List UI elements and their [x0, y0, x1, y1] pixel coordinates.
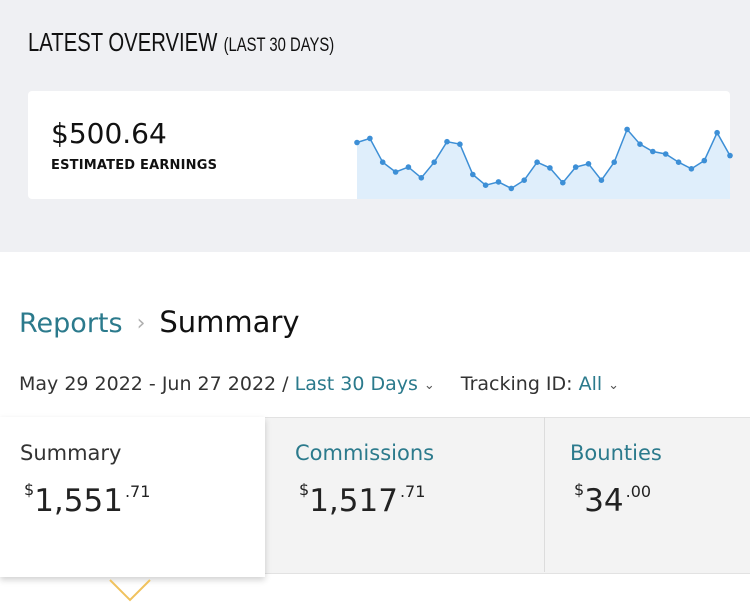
sparkline-point	[611, 159, 617, 165]
sparkline-point	[675, 159, 682, 165]
inactive-tabs-background	[265, 417, 750, 574]
earnings-sparkline	[354, 126, 733, 199]
sparkline-point	[572, 164, 579, 170]
sparkline-point	[662, 151, 669, 157]
active-tab-caret-icon	[109, 579, 151, 602]
sparkline-point	[560, 179, 566, 186]
currency-symbol: $	[574, 480, 585, 499]
sparkline-point	[637, 141, 643, 147]
tab-commissions-cents: .71	[399, 482, 426, 501]
tracking-id-value: All	[578, 373, 603, 395]
tab-summary-dollars: 1,551	[34, 483, 123, 519]
tracking-id-label: Tracking ID:	[460, 373, 573, 395]
page-title: Summary	[159, 305, 300, 339]
sparkline-point	[418, 175, 425, 181]
tab-commissions-value: $1,517.71	[299, 480, 426, 519]
summary-tabs: Summary $1,551.71 Commissions $1,517.71 …	[0, 417, 750, 577]
sparkline-area	[357, 129, 730, 199]
sparkline-point	[367, 135, 373, 142]
tab-summary-cents: .71	[124, 482, 151, 501]
sparkline-point	[534, 159, 540, 165]
breadcrumb-separator-icon: ›	[136, 311, 146, 336]
tab-commissions[interactable]: Commissions $1,517.71	[265, 417, 544, 572]
date-range-text: May 29 2022 - Jun 27 2022	[19, 373, 277, 395]
overview-subtitle: (LAST 30 DAYS)	[223, 35, 335, 56]
sparkline-point	[585, 161, 592, 167]
sparkline-point	[457, 141, 463, 147]
tab-summary[interactable]: Summary $1,551.71	[0, 417, 265, 577]
sparkline-point	[405, 164, 412, 170]
sparkline-point	[701, 157, 708, 164]
date-range-label: Last 30 Days	[294, 373, 418, 395]
tab-bounties-value: $34.00	[574, 480, 652, 519]
currency-symbol: $	[299, 480, 310, 499]
sparkline-point	[482, 182, 489, 188]
breadcrumb-reports-link[interactable]: Reports	[19, 308, 123, 339]
chevron-down-icon: ⌄	[423, 378, 435, 393]
sparkline-point	[392, 169, 399, 175]
sparkline-point	[354, 139, 360, 146]
overview-title: LATEST OVERVIEW (LAST 30 DAYS)	[28, 27, 334, 58]
tab-bounties[interactable]: Bounties $34.00	[545, 417, 750, 572]
tab-commissions-label: Commissions	[295, 441, 435, 465]
tab-commissions-dollars: 1,517	[309, 483, 398, 519]
tab-summary-value: $1,551.71	[24, 480, 151, 519]
filters-bar: May 29 2022 - Jun 27 2022 / Last 30 Days…	[19, 373, 619, 395]
date-range-slash: /	[282, 373, 289, 395]
sparkline-point	[444, 138, 450, 145]
sparkline-point	[624, 126, 630, 133]
date-range-dropdown[interactable]: Last 30 Days ⌄	[295, 373, 435, 395]
currency-symbol: $	[24, 480, 35, 499]
chevron-down-icon: ⌄	[608, 378, 620, 393]
tracking-id-dropdown[interactable]: All ⌄	[579, 373, 619, 395]
sparkline-point	[495, 179, 502, 185]
latest-overview-panel: LATEST OVERVIEW (LAST 30 DAYS) $500.64 ES…	[0, 0, 750, 252]
sparkline-point	[431, 159, 438, 165]
estimated-earnings-amount: $500.64	[51, 117, 167, 150]
sparkline-point	[650, 148, 656, 155]
sparkline-point	[547, 165, 553, 171]
sparkline-point	[688, 166, 695, 172]
sparkline-point	[379, 159, 386, 165]
sparkline-point	[470, 171, 476, 178]
sparkline-point	[508, 185, 515, 192]
tab-summary-label: Summary	[20, 441, 122, 465]
estimated-earnings-label: ESTIMATED EARNINGS	[51, 158, 218, 173]
breadcrumb: Reports › Summary	[19, 305, 300, 345]
sparkline-point	[521, 177, 527, 183]
sparkline-point	[714, 129, 720, 136]
sparkline-point	[727, 152, 733, 159]
tab-bounties-dollars: 34	[584, 483, 624, 519]
overview-title-text: LATEST OVERVIEW	[28, 27, 218, 57]
sparkline-point	[598, 177, 605, 183]
tab-divider	[544, 417, 545, 572]
tab-bounties-label: Bounties	[570, 441, 662, 465]
tab-bounties-cents: .00	[625, 482, 652, 501]
